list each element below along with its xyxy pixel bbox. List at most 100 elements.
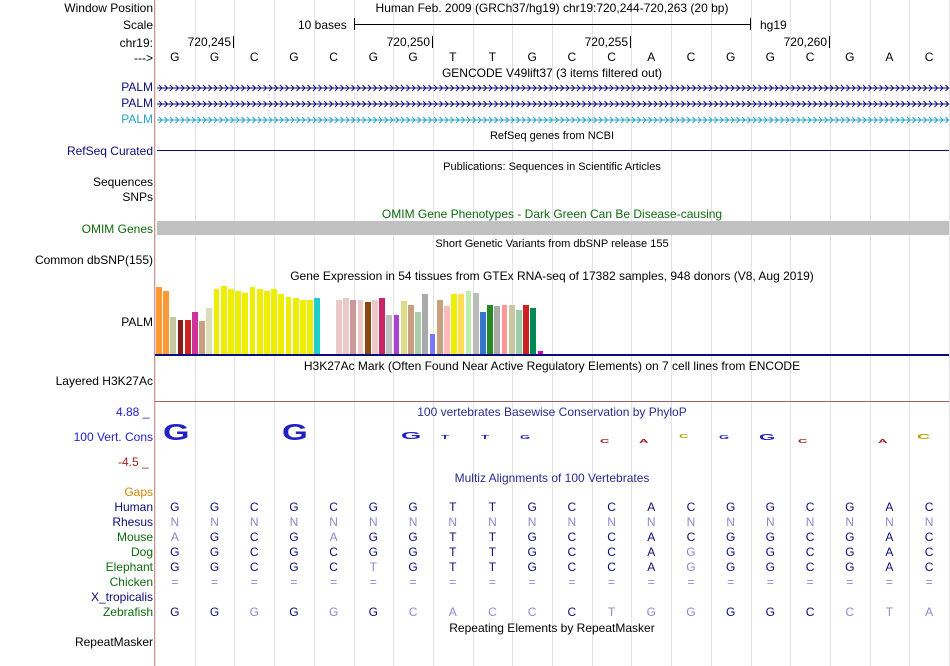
base-guide-line xyxy=(909,0,910,666)
gtex-tissue-bar[interactable] xyxy=(537,351,544,354)
gtex-tissue-bar[interactable] xyxy=(163,291,169,354)
gtex-tissue-bar[interactable] xyxy=(444,306,450,354)
alignment-base: C xyxy=(329,560,338,574)
species-label[interactable]: Zebrafish xyxy=(102,605,153,619)
gtex-tissue-bar[interactable] xyxy=(314,298,321,354)
gtex-label[interactable]: PALM xyxy=(121,315,153,329)
snps-label[interactable]: SNPs xyxy=(122,190,153,204)
gtex-tissue-bar[interactable] xyxy=(271,289,277,354)
gtex-tissue-bar[interactable] xyxy=(379,298,385,354)
assembly-title[interactable]: Human Feb. 2009 (GRCh37/hg19) chr19:720,… xyxy=(375,1,729,15)
gtex-tissue-bar[interactable] xyxy=(235,291,241,354)
gtex-tissue-bar[interactable] xyxy=(465,291,472,354)
gencode-item-label[interactable]: PALM xyxy=(121,112,153,126)
h3k27ac-label[interactable]: Layered H3K27Ac xyxy=(55,374,153,388)
gtex-tissue-bar[interactable] xyxy=(206,308,213,354)
alignment-base: = xyxy=(806,575,814,589)
gtex-tissue-bar[interactable] xyxy=(278,294,285,354)
gtex-tissue-bar[interactable] xyxy=(501,305,508,354)
gtex-tissue-bar[interactable] xyxy=(480,312,486,354)
gtex-tissue-bar[interactable] xyxy=(372,300,378,354)
gtex-tissue-bar[interactable] xyxy=(508,305,515,354)
gtex-tissue-bar[interactable] xyxy=(292,298,299,354)
gtex-tissue-bar[interactable] xyxy=(350,300,357,354)
gtex-tissue-bar[interactable] xyxy=(343,298,349,354)
phylop-label[interactable]: 100 Vert. Cons xyxy=(73,430,153,444)
gtex-tissue-bar[interactable] xyxy=(523,305,529,354)
refseq-track-title[interactable]: RefSeq genes from NCBI xyxy=(489,130,615,142)
gtex-tissue-bar[interactable] xyxy=(256,289,263,354)
alignment-base: G xyxy=(170,560,180,574)
phylop-track-title[interactable]: 100 vertebrates Basewise Conservation by… xyxy=(417,405,687,419)
species-label[interactable]: X_tropicalis xyxy=(90,590,153,604)
gtex-tissue-bar[interactable] xyxy=(192,312,198,354)
gtex-tissue-bar[interactable] xyxy=(386,315,393,354)
omim-label[interactable]: OMIM Genes xyxy=(81,222,153,236)
gtex-tissue-bar[interactable] xyxy=(228,289,234,354)
multiz-track-title[interactable]: Multiz Alignments of 100 Vertebrates xyxy=(454,471,650,485)
repeatmasker-label[interactable]: RepeatMasker xyxy=(74,635,153,649)
species-label[interactable]: Dog xyxy=(130,545,153,559)
gtex-tissue-bar[interactable] xyxy=(393,315,400,354)
gtex-tissue-bar[interactable] xyxy=(415,312,421,354)
gtex-tissue-bar[interactable] xyxy=(487,305,493,354)
gtex-tissue-bar[interactable] xyxy=(336,300,342,354)
gtex-tissue-bar[interactable] xyxy=(264,291,270,354)
gtex-tissue-bar[interactable] xyxy=(177,320,184,354)
gtex-tissue-bar[interactable] xyxy=(458,294,465,354)
gencode-track-title[interactable]: GENCODE V49lift37 (3 items filtered out) xyxy=(441,66,663,80)
gencode-gene-models[interactable] xyxy=(157,80,949,128)
h3k27ac-track-title[interactable]: H3K27Ac Mark (Often Found Near Active Re… xyxy=(303,359,801,373)
omim-track-title[interactable]: OMIM Gene Phenotypes - Dark Green Can Be… xyxy=(381,207,723,221)
species-label[interactable]: Mouse xyxy=(116,530,153,544)
alignment-base: G xyxy=(845,545,855,559)
gtex-bar-chart[interactable] xyxy=(155,285,949,355)
gtex-tissue-bar[interactable] xyxy=(307,300,313,354)
gtex-tissue-bar[interactable] xyxy=(472,293,479,354)
gtex-tissue-bar[interactable] xyxy=(422,294,429,354)
sequences-label[interactable]: Sequences xyxy=(92,175,153,189)
species-label[interactable]: Elephant xyxy=(105,560,153,574)
gtex-tissue-bar[interactable] xyxy=(300,300,306,354)
gtex-tissue-bar[interactable] xyxy=(436,300,443,354)
gtex-tissue-bar[interactable] xyxy=(156,287,162,354)
gencode-item-label[interactable]: PALM xyxy=(121,80,153,94)
gtex-tissue-bar[interactable] xyxy=(213,289,220,354)
alignment-base: T xyxy=(488,545,497,559)
gtex-tissue-bar[interactable] xyxy=(429,334,436,354)
gtex-tissue-bar[interactable] xyxy=(357,300,364,354)
alignment-base: G xyxy=(289,560,299,574)
gtex-tissue-bar[interactable] xyxy=(249,287,256,354)
gtex-tissue-bar[interactable] xyxy=(408,305,414,354)
gtex-tissue-bar[interactable] xyxy=(494,306,501,354)
alignment-base: G xyxy=(725,530,736,544)
gtex-tissue-bar[interactable] xyxy=(199,321,205,354)
species-label[interactable]: Chicken xyxy=(109,575,153,589)
gtex-tissue-bar[interactable] xyxy=(184,320,191,354)
gtex-tissue-bar[interactable] xyxy=(530,308,537,354)
gtex-tissue-bar[interactable] xyxy=(451,294,457,354)
gtex-tissue-bar[interactable] xyxy=(220,286,227,354)
gtex-tissue-bar[interactable] xyxy=(328,298,335,354)
refseq-label[interactable]: RefSeq Curated xyxy=(66,144,153,158)
gtex-tissue-bar[interactable] xyxy=(170,317,177,354)
gencode-strand-chevrons xyxy=(158,116,949,124)
gaps-label[interactable]: Gaps xyxy=(124,485,153,499)
species-label[interactable]: Human xyxy=(114,500,153,514)
refseq-gene-line[interactable] xyxy=(157,150,949,151)
gencode-item-label[interactable]: PALM xyxy=(121,96,153,110)
gtex-tissue-bar[interactable] xyxy=(285,297,292,354)
gtex-track-title[interactable]: Gene Expression in 54 tissues from GTEx … xyxy=(290,269,814,283)
publications-track-title[interactable]: Publications: Sequences in Scientific Ar… xyxy=(443,161,661,173)
omim-feature-bar[interactable] xyxy=(157,221,949,235)
gtex-tissue-bar[interactable] xyxy=(242,293,249,354)
species-label[interactable]: Rhesus xyxy=(112,515,153,529)
gtex-tissue-bar[interactable] xyxy=(364,302,371,354)
gtex-tissue-bar[interactable] xyxy=(321,300,328,354)
repeatmasker-track-title[interactable]: Repeating Elements by RepeatMasker xyxy=(449,621,655,635)
gtex-tissue-bar[interactable] xyxy=(400,301,407,354)
dbsnp-label[interactable]: Common dbSNP(155) xyxy=(34,253,153,267)
dbsnp-track-title[interactable]: Short Genetic Variants from dbSNP releas… xyxy=(435,238,669,250)
gtex-tissue-bar[interactable] xyxy=(516,310,522,354)
